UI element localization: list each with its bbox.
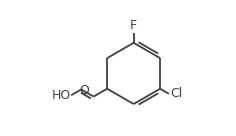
Text: F: F — [130, 19, 137, 32]
Text: Cl: Cl — [170, 87, 182, 100]
Text: O: O — [79, 84, 89, 97]
Text: HO: HO — [51, 89, 71, 102]
